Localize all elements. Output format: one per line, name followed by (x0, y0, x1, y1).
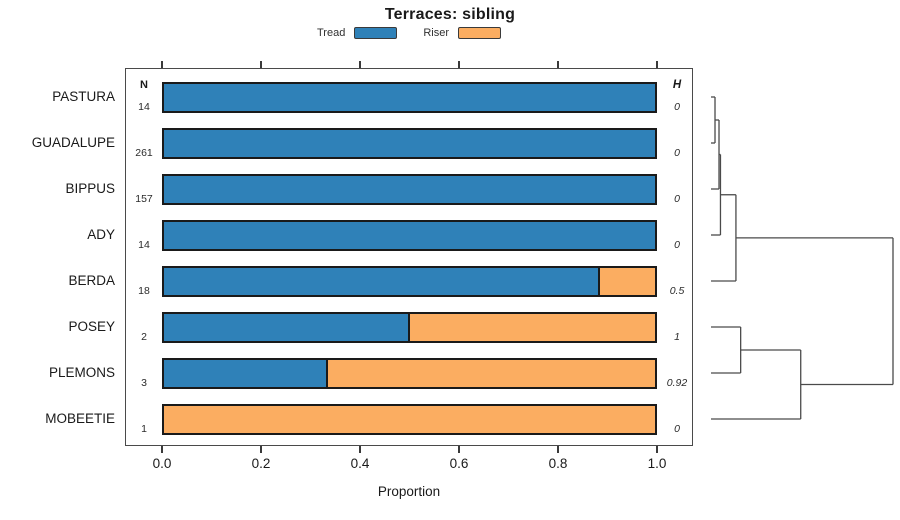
bar-row-plemons (162, 358, 657, 389)
h-value-posey: 1 (674, 331, 680, 343)
chart-title: Terraces: sibling (384, 6, 516, 23)
plot-area: N H 14 0 261 0 157 0 14 0 18 0.5 2 1 3 0.92 1 0 (125, 68, 693, 446)
legend: Tread Riser (125, 27, 693, 39)
row-label-ady: ADY (87, 227, 115, 242)
legend-item-riser: Riser (423, 27, 501, 39)
row-label-bippus: BIPPUS (65, 181, 115, 196)
bar-segment-tread (164, 84, 655, 111)
row-label-posey: POSEY (68, 319, 115, 334)
bar-row-ady (162, 220, 657, 251)
legend-swatch-tread (354, 27, 398, 39)
x-tick-label: 0.6 (449, 456, 469, 471)
n-value-pastura: 14 (138, 101, 150, 113)
x-tick-top (161, 61, 163, 68)
row-label-pastura: PASTURA (52, 89, 115, 104)
bar-segment-riser (164, 406, 655, 433)
n-value-berda: 18 (138, 285, 150, 297)
h-value-ady: 0 (674, 239, 680, 251)
x-tick-bottom (260, 446, 262, 453)
x-tick-bottom (359, 446, 361, 453)
x-tick-label: 0.8 (548, 456, 568, 471)
x-tick-top (458, 61, 460, 68)
row-label-plemons: PLEMONS (48, 365, 115, 380)
x-tick-bottom (557, 446, 559, 453)
bar-segment-riser (600, 268, 655, 295)
column-header-n: N (140, 79, 148, 91)
bar-segment-tread (164, 360, 328, 387)
bar-segment-tread (164, 268, 601, 295)
h-value-berda: 0.5 (669, 285, 685, 297)
n-value-mobeetie: 1 (141, 423, 147, 435)
n-value-plemons: 3 (141, 377, 147, 389)
x-tick-top (359, 61, 361, 68)
bar-row-mobeetie (162, 404, 657, 435)
x-tick-top (260, 61, 262, 68)
bar-segment-riser (409, 314, 655, 341)
h-value-bippus: 0 (674, 193, 680, 205)
dendrogram (711, 96, 894, 420)
x-tick-label: 0.0 (152, 456, 172, 471)
legend-item-tread: Tread (317, 27, 398, 39)
x-tick-top (557, 61, 559, 68)
x-tick-top (656, 61, 658, 68)
legend-label-riser: Riser (423, 27, 449, 39)
bar-row-guadalupe (162, 128, 657, 159)
h-value-plemons: 0.92 (666, 377, 688, 389)
x-tick-label: 0.2 (251, 456, 271, 471)
row-label-guadalupe: GUADALUPE (31, 135, 115, 150)
bar-row-posey (162, 312, 657, 343)
n-value-guadalupe: 261 (135, 147, 153, 159)
h-value-mobeetie: 0 (674, 423, 680, 435)
bar-segment-tread (164, 176, 655, 203)
h-value-guadalupe: 0 (674, 147, 680, 159)
n-value-posey: 2 (141, 331, 147, 343)
legend-label-tread: Tread (317, 27, 346, 39)
row-label-mobeetie: MOBEETIE (45, 411, 115, 426)
x-tick-bottom (656, 446, 658, 453)
bar-segment-riser (327, 360, 655, 387)
x-axis-title: Proportion (377, 484, 441, 499)
bar-row-pastura (162, 82, 657, 113)
x-tick-label: 0.4 (350, 456, 370, 471)
bar-row-bippus (162, 174, 657, 205)
x-tick-bottom (458, 446, 460, 453)
row-label-berda: BERDA (68, 273, 115, 288)
legend-swatch-riser (458, 27, 501, 39)
bar-segment-tread (164, 130, 655, 157)
bar-segment-tread (164, 314, 410, 341)
n-value-ady: 14 (138, 239, 150, 251)
column-header-h: H (672, 79, 682, 91)
bar-row-berda (162, 266, 657, 297)
x-tick-bottom (161, 446, 163, 453)
bar-segment-tread (164, 222, 655, 249)
x-tick-label: 1.0 (647, 456, 667, 471)
n-value-bippus: 157 (135, 193, 153, 205)
h-value-pastura: 0 (674, 101, 680, 113)
